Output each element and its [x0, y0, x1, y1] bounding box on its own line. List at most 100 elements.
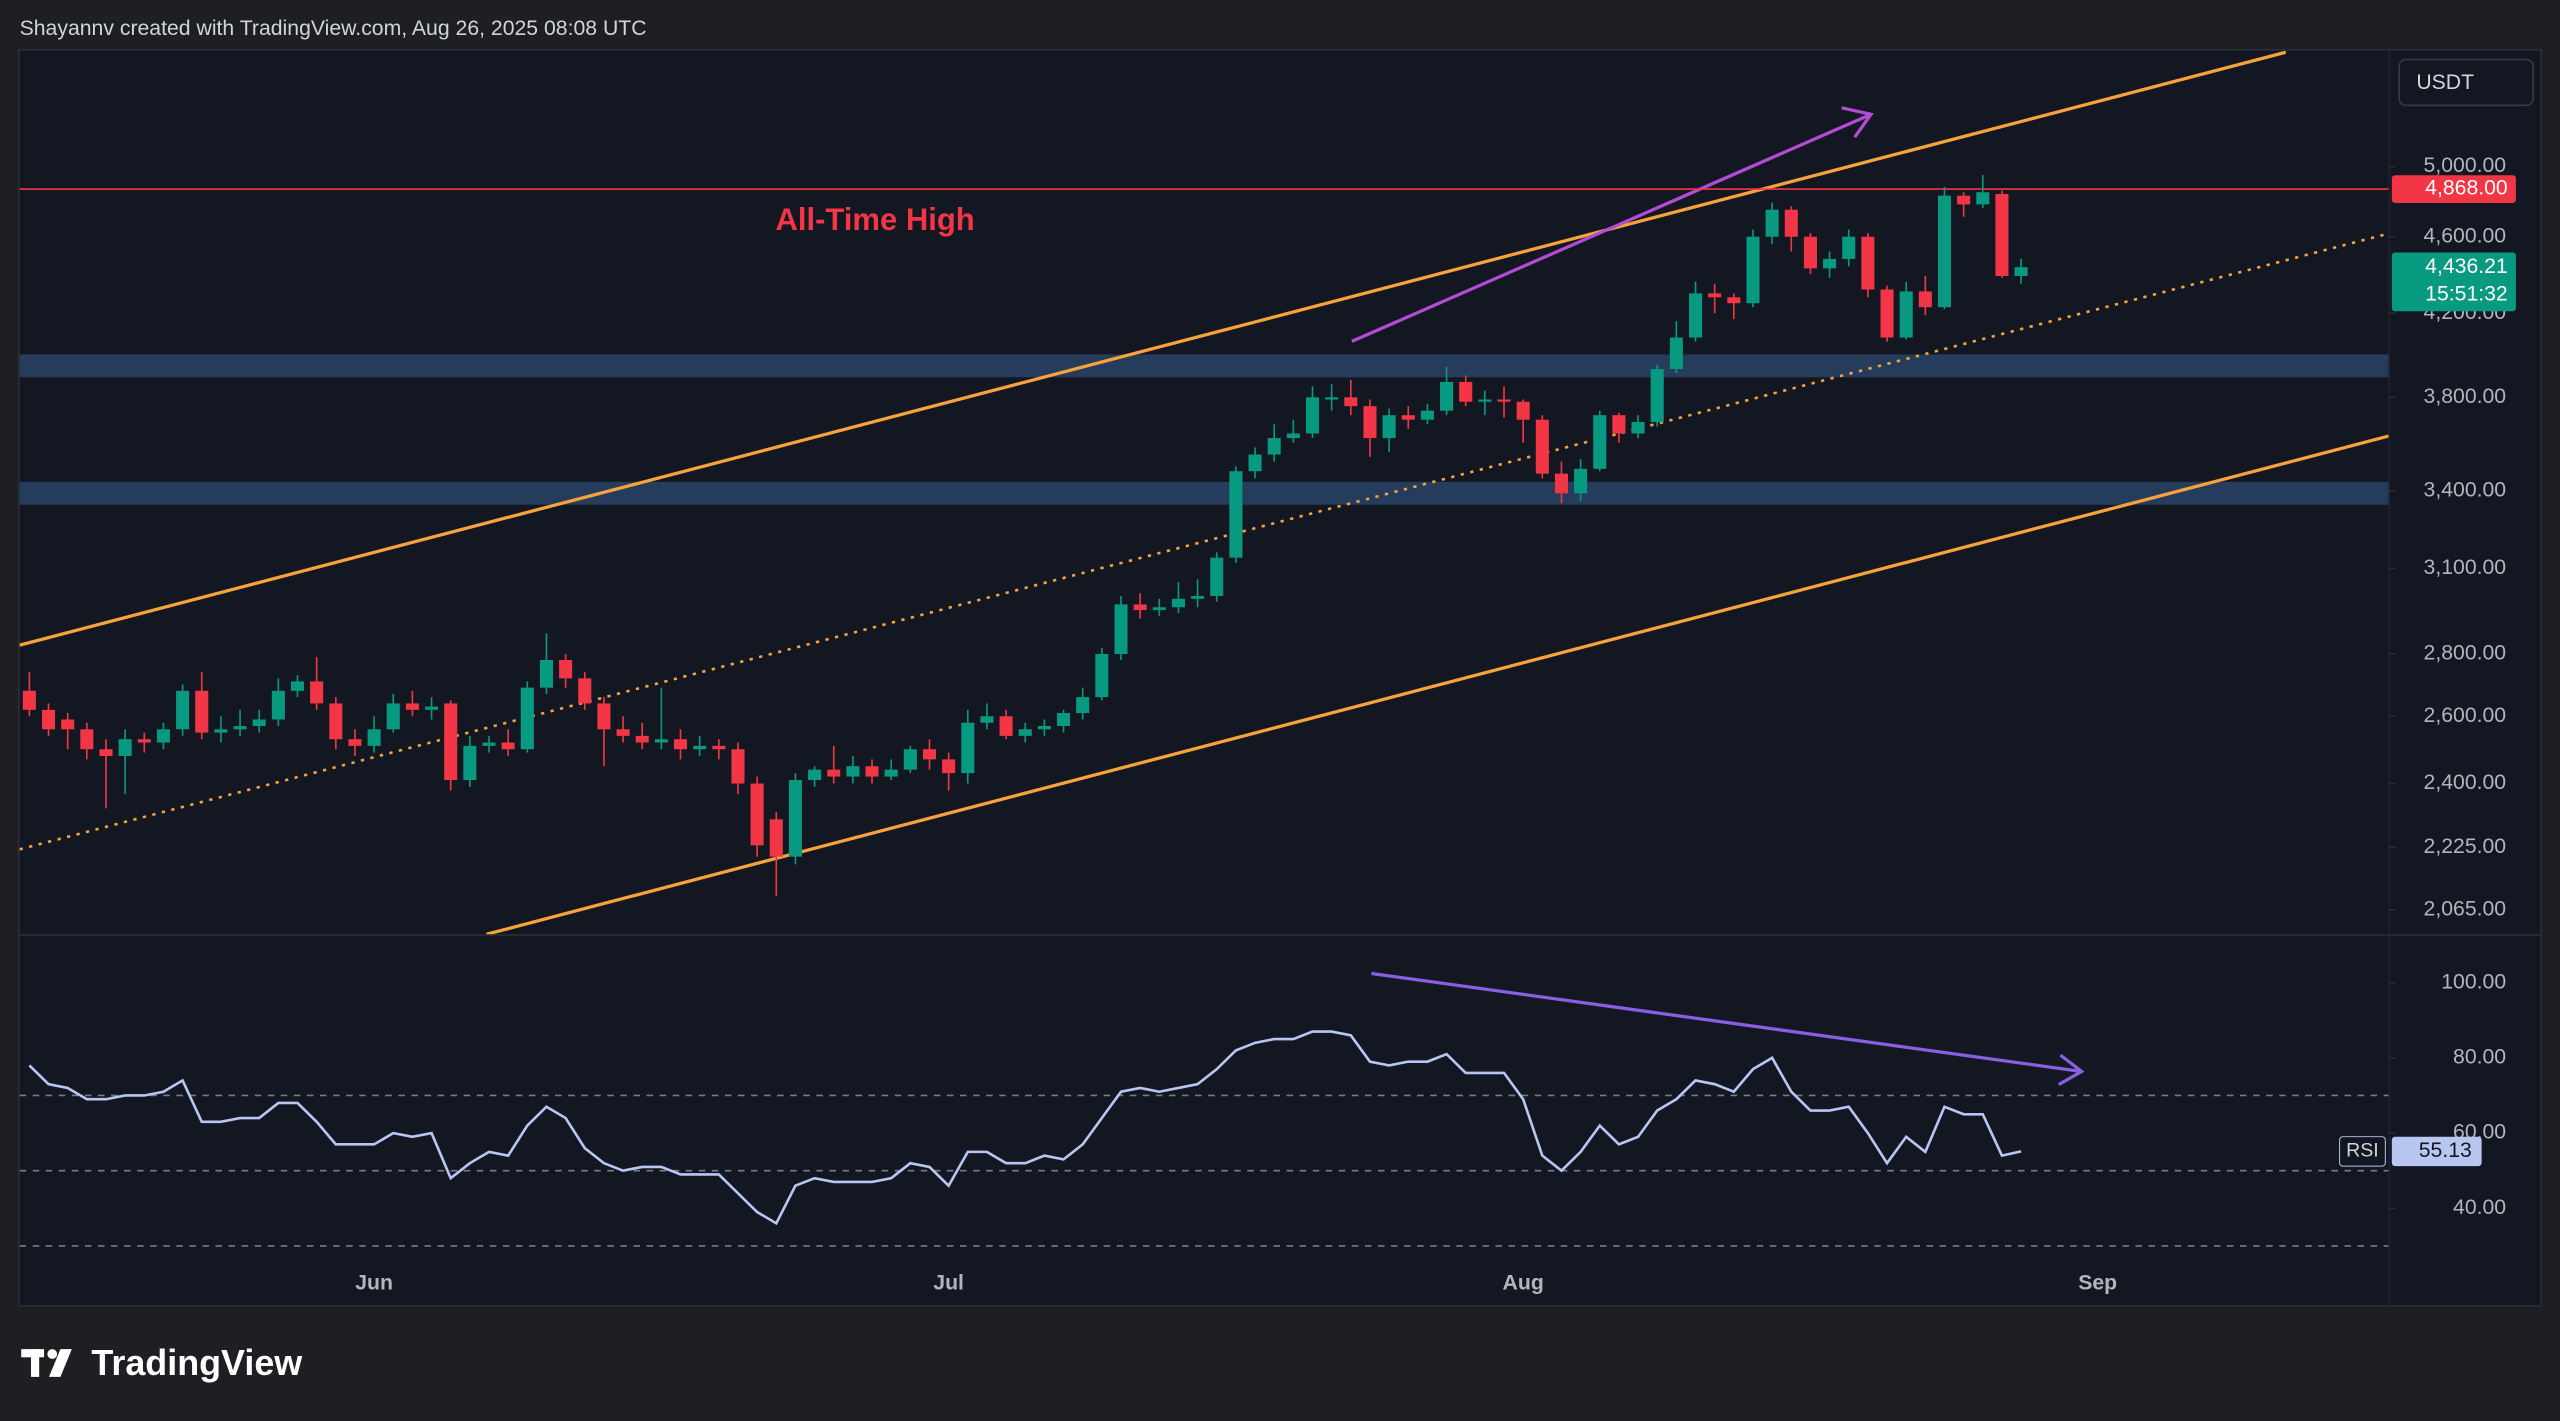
x-tick-label: Aug [1503, 1271, 1544, 1294]
rsi-value-label: 55.13 [2419, 1139, 2472, 1162]
ath-price-label: 4,868.00 [2425, 177, 2508, 200]
candle-body [1133, 604, 1147, 611]
ath-price-tag [2391, 175, 2516, 203]
candle-body [1267, 438, 1281, 455]
candle-body [271, 690, 285, 720]
y-tick-label: 2,065.00 [2424, 898, 2507, 921]
candle-body [961, 722, 975, 774]
candle-body [539, 659, 553, 688]
currency-button[interactable] [2398, 58, 2534, 107]
candle-body [22, 690, 36, 710]
candle-body [1229, 471, 1243, 558]
candle-body [1631, 421, 1645, 434]
candle-body [1727, 297, 1741, 304]
candle-body [290, 681, 305, 691]
candle-body [80, 729, 94, 750]
logo-part [31, 1349, 40, 1377]
zone [19, 354, 2389, 378]
candle-body [769, 819, 783, 857]
last-price-label: 4,436.21 [2425, 255, 2508, 278]
candle-body [214, 729, 228, 733]
candle-body [1899, 291, 1913, 338]
candle-body [176, 690, 190, 730]
candle-body [1708, 293, 1722, 298]
candle-body [1746, 236, 1760, 304]
candle-body [310, 681, 324, 704]
candle-body [1535, 419, 1549, 474]
channel-midline [19, 232, 2389, 851]
candle-body [2014, 267, 2028, 276]
candle-body [808, 769, 822, 781]
candle-body [1152, 607, 1166, 611]
candle-body [1478, 399, 1492, 402]
candle-body [1420, 410, 1434, 420]
logo-part [48, 1349, 72, 1377]
y-tick-label: 4,600.00 [2424, 224, 2507, 247]
candle-body [1516, 401, 1530, 420]
candle-body [1784, 209, 1798, 237]
candle-body [61, 719, 75, 730]
x-tick-label: Jun [355, 1271, 393, 1294]
candle-body [1286, 433, 1300, 439]
candle-body [1650, 369, 1664, 422]
candle-body [884, 769, 898, 777]
candle-body [137, 739, 151, 743]
y-tick-label: 2,600.00 [2424, 704, 2507, 727]
candle-body [750, 783, 764, 846]
y-tick-label: 2,800.00 [2424, 642, 2507, 665]
series-name: RSI [2346, 1140, 2379, 1162]
candle-body [386, 703, 400, 730]
candle-body [156, 729, 170, 743]
candle-body [1957, 195, 1971, 205]
candle-body [520, 687, 534, 750]
y-tick-label: 2,400.00 [2424, 771, 2507, 794]
candle-body [1114, 604, 1128, 654]
series-name-tag [2339, 1136, 2386, 1167]
rsi-value-tag [2391, 1136, 2482, 1167]
candle-body [922, 749, 937, 760]
x-tick-label: Jul [933, 1271, 964, 1294]
arrow-head [1841, 106, 1874, 139]
candle-body [444, 703, 458, 781]
candle-body [903, 749, 917, 770]
candle-body [1171, 598, 1185, 608]
y-tick-label: 80.00 [2453, 1045, 2506, 1068]
candle-body [1382, 415, 1396, 439]
candle-body [118, 739, 132, 756]
candle-body [405, 703, 419, 710]
candle-body [1497, 399, 1511, 402]
candle-body [1918, 291, 1932, 308]
candle-body [999, 716, 1013, 736]
countdown: 15:51:32 [2425, 283, 2508, 306]
drawings [19, 50, 2389, 935]
candle-body [1937, 195, 1952, 308]
arrow-head [2057, 1053, 2085, 1086]
candle-body [1037, 726, 1051, 730]
candle-body [482, 742, 496, 746]
candle-body [1018, 729, 1032, 736]
y-tick-label: 2,225.00 [2424, 835, 2507, 858]
candle-body [712, 745, 726, 750]
candle-body [1574, 468, 1588, 494]
candle-body [501, 742, 515, 750]
footer-brand: TradingView [91, 1342, 302, 1383]
zone [19, 481, 2389, 505]
candle-body [367, 729, 381, 746]
candle-body [1057, 713, 1071, 727]
candle-body [329, 703, 343, 740]
currency[interactable]: USDT [2416, 71, 2474, 94]
candle-body [597, 703, 611, 730]
candle-body [1210, 557, 1224, 596]
x-tick-label: Sep [2078, 1271, 2117, 1294]
candle-body [1344, 397, 1358, 407]
candle-body [1305, 397, 1320, 434]
candle-body [1440, 381, 1454, 411]
candle-body [654, 739, 668, 743]
pane [19, 1030, 2389, 1247]
candle-body [635, 735, 649, 743]
y-tick-label: 3,800.00 [2424, 385, 2507, 408]
pane [19, 175, 2389, 896]
candle-body [1823, 258, 1837, 269]
candle-body [42, 709, 56, 730]
